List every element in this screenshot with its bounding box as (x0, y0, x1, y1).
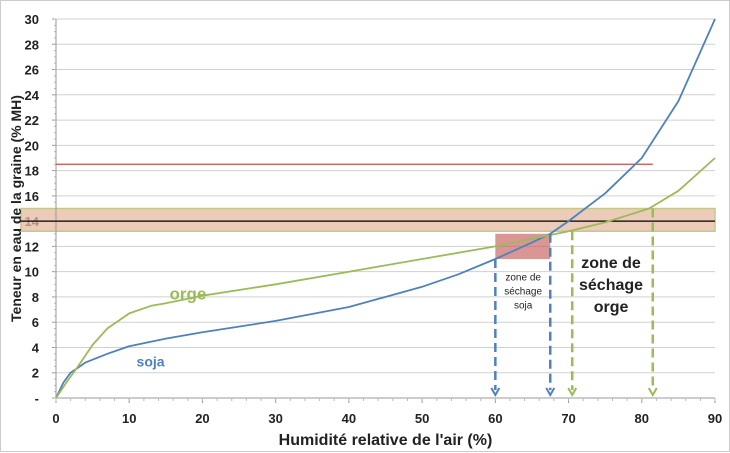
y-tick-label: 24 (25, 88, 40, 103)
y-tick-label: 8 (32, 290, 39, 305)
x-tick-label: 60 (488, 411, 502, 426)
series-line-orge (55, 157, 716, 399)
x-tick-label: 50 (415, 411, 429, 426)
y-tick-label: 22 (25, 113, 39, 128)
label-orge: orge (169, 284, 206, 303)
y-tick-label: 28 (25, 37, 39, 52)
x-tick-label: 20 (195, 411, 209, 426)
y-tick-label: 4 (32, 340, 40, 355)
x-tick-label: 30 (268, 411, 282, 426)
arrow-head (545, 387, 556, 398)
x-tick-label: 70 (561, 411, 575, 426)
arrow-head (567, 387, 578, 398)
y-tick-label: 6 (32, 315, 39, 330)
zone-soja-label: soja (514, 301, 533, 312)
zone-orge-label: séchage (579, 277, 643, 294)
label-soja: soja (137, 353, 165, 369)
zone-orge-label: zone de (581, 255, 641, 272)
x-tick-label: 80 (635, 411, 649, 426)
y-tick-label: - (35, 391, 39, 406)
zone-soja-label: séchage (504, 287, 542, 298)
arrow-head (647, 387, 658, 398)
series-line-soja (55, 18, 716, 399)
arrow-head (490, 387, 501, 398)
zone-soja-label: zone de (505, 273, 541, 284)
x-tick-label: 90 (708, 411, 722, 426)
x-tick-label: 10 (122, 411, 136, 426)
y-tick-label: 26 (25, 63, 39, 78)
y-tick-label: 20 (25, 138, 39, 153)
y-tick-label: 16 (25, 189, 39, 204)
x-axis-label: Humidité relative de l'air (%) (279, 432, 493, 449)
zone-orge-label: orge (594, 299, 629, 316)
y-tick-label: 12 (25, 239, 39, 254)
y-tick-label: 18 (25, 164, 39, 179)
y-tick-label: 2 (32, 366, 39, 381)
moisture-band (20, 207, 716, 232)
y-tick-label: 10 (25, 265, 39, 280)
x-tick-label: 0 (52, 411, 59, 426)
y-tick-label: 30 (25, 12, 39, 27)
x-tick-label: 40 (342, 411, 356, 426)
y-axis-label: Teneur en eau de la graine (% MH) (8, 95, 24, 322)
